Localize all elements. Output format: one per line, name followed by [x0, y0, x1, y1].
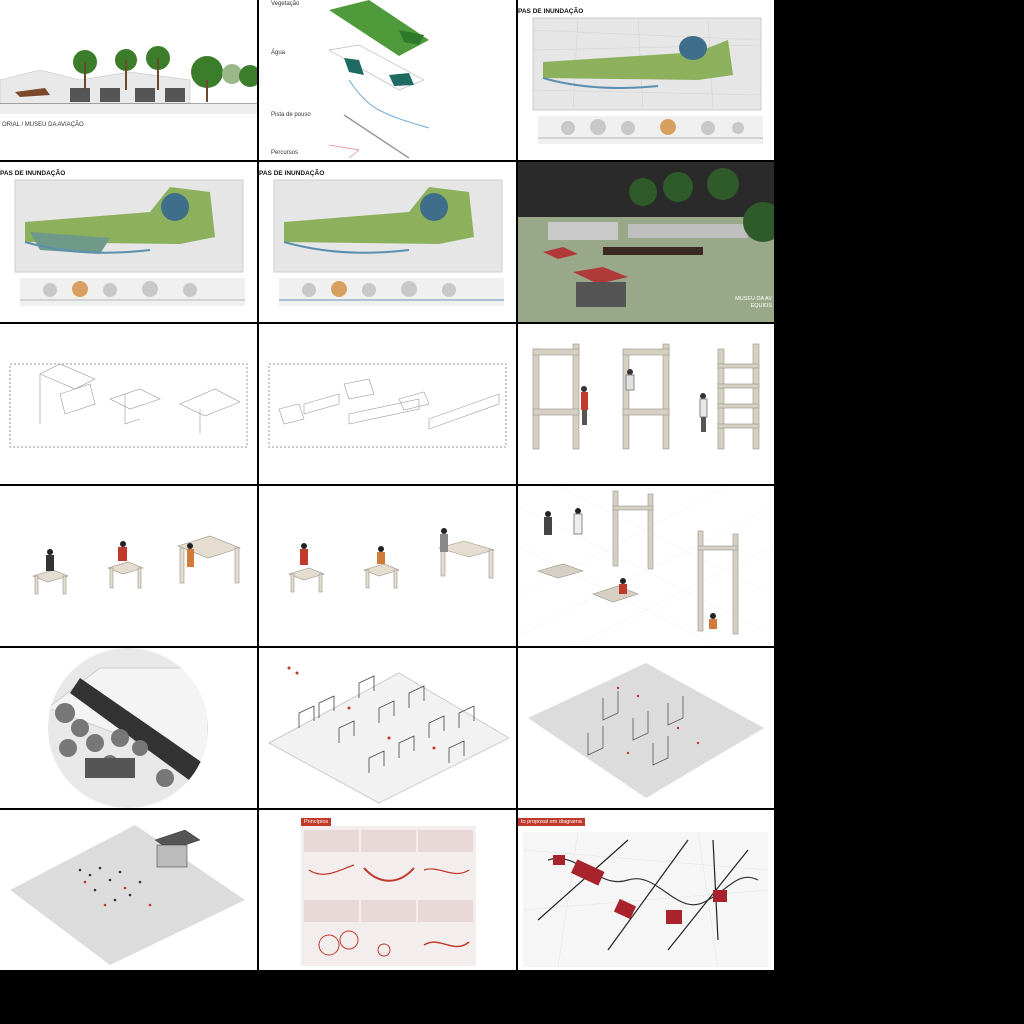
tile-frame-modules [518, 324, 774, 484]
layers-drawing [327, 0, 430, 159]
bottom-blank-area [0, 972, 1024, 1024]
tile-flood-map-2: PAS DE INUNDAÇÃO [0, 162, 257, 322]
flood-map-drawing [273, 179, 504, 306]
tile-iso-plaza-crowd [0, 810, 257, 970]
render-drawing [518, 162, 774, 322]
joint-drawing [9, 363, 248, 448]
tile-iso-plaza-1 [518, 648, 774, 808]
flood-map-header: PAS DE INUNDAÇÃO [259, 170, 325, 177]
tile-seating-set-1 [0, 486, 257, 646]
tile-market-scene [518, 486, 774, 646]
tile-layer-diagram: Vegetação Água Pista de pouso Percursos [259, 0, 516, 160]
seating-drawing [288, 528, 496, 593]
tile-iso-market-grid [259, 648, 516, 808]
iso-plaza-drawing [528, 663, 764, 798]
principles-tag: Princípios [301, 818, 332, 826]
tile-flood-map-1: PAS DE INUNDAÇÃO [518, 0, 774, 160]
tile-proposal-diagram: to proposal em diagrama [518, 810, 774, 970]
flood-map-header: PAS DE INUNDAÇÃO [0, 170, 66, 177]
principles-drawing [301, 826, 476, 966]
seating-drawing [32, 535, 241, 595]
layer-label-vegetation: Vegetação [271, 1, 300, 7]
right-blank-area [774, 0, 1024, 972]
joint-drawing [268, 363, 507, 448]
elevation-caption: ORIAL / MUSEU DA AVIAÇÃO [2, 122, 84, 128]
frame-drawing [532, 343, 760, 450]
elevation-drawing [0, 46, 257, 114]
flood-map-drawing [532, 17, 763, 144]
tile-circular-aerial [0, 648, 257, 808]
tile-seating-set-2 [259, 486, 516, 646]
aerial-drawing [48, 648, 208, 808]
layer-label-runway: Pista de pouso [271, 112, 311, 118]
tile-museum-render: MUSEU DA AV EQUIOS [518, 162, 774, 322]
iso-crowd-drawing [10, 825, 245, 965]
iso-grid-drawing [267, 666, 511, 804]
tile-joint-details-2 [259, 324, 516, 484]
tile-joint-details-1 [0, 324, 257, 484]
flood-map-header: PAS DE INUNDAÇÃO [518, 8, 584, 15]
proposal-tag: to proposal em diagrama [518, 818, 585, 826]
render-caption-2: EQUIOS [750, 303, 772, 309]
market-drawing [518, 486, 774, 646]
tile-elevation-museum: ORIAL / MUSEU DA AVIAÇÃO [0, 0, 257, 160]
tile-principles: Princípios [259, 810, 516, 970]
render-caption-1: MUSEU DA AV [735, 296, 772, 302]
flood-map-drawing [14, 179, 245, 306]
tile-flood-map-3: PAS DE INUNDAÇÃO [259, 162, 516, 322]
proposal-drawing [522, 831, 769, 968]
layer-label-water: Água [271, 50, 286, 56]
layer-label-paths: Percursos [271, 150, 299, 156]
project-board-grid: ORIAL / MUSEU DA AVIAÇÃO Vegetação Água … [0, 0, 774, 972]
